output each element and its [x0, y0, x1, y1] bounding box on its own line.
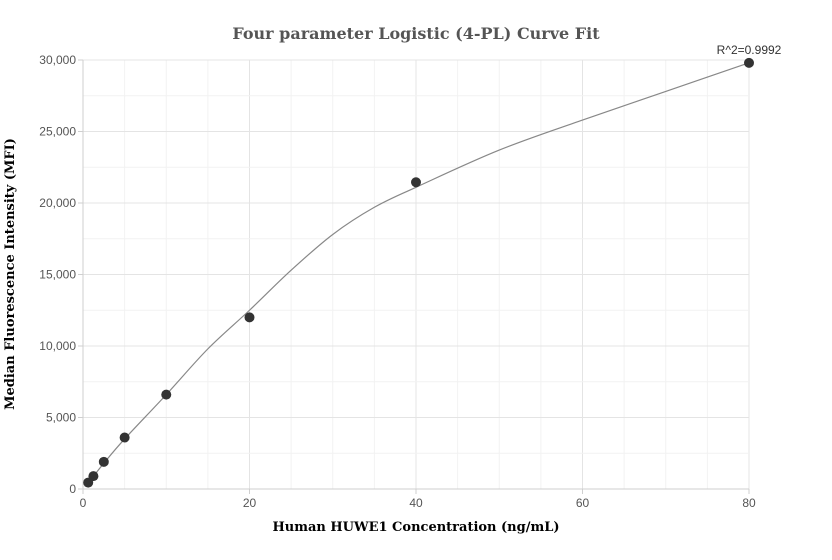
data-point: [411, 177, 421, 188]
data-point: [244, 312, 255, 323]
y-tick-label: 20,000: [39, 196, 76, 210]
grid: [82, 59, 750, 490]
fit-curve: [87, 62, 750, 484]
x-tick-label: 20: [243, 496, 257, 510]
data-point: [119, 432, 130, 443]
x-tick-label: 80: [742, 496, 756, 510]
y-tick-label: 25,000: [39, 125, 76, 139]
chart-title: Four parameter Logistic (4-PL) Curve Fit: [232, 24, 600, 43]
data-points: [83, 57, 754, 488]
y-axis-label: Median Fluorescence Intensity (MFI): [3, 138, 18, 410]
y-tick-label: 30,000: [39, 53, 76, 67]
y-tick-label: 10,000: [39, 339, 76, 353]
x-tick-label: 40: [409, 496, 423, 510]
x-tick-label: 0: [80, 496, 87, 510]
r-squared-annotation: R^2=0.9992: [717, 43, 782, 57]
x-axis-label: Human HUWE1 Concentration (ng/mL): [272, 520, 559, 535]
data-point: [161, 389, 172, 400]
y-axis-ticks: 0 5,000 10,000 15,000 20,000 25,000 30,000: [39, 53, 83, 496]
x-tick-label: 60: [576, 496, 590, 510]
y-tick-label: 15,000: [39, 268, 76, 282]
data-point: [744, 57, 754, 68]
data-point: [98, 456, 109, 467]
y-tick-label: 5,000: [46, 411, 76, 425]
y-tick-label: 0: [69, 482, 76, 496]
x-axis-ticks: 0 20 40 60 80: [80, 489, 756, 510]
data-point: [88, 471, 99, 482]
